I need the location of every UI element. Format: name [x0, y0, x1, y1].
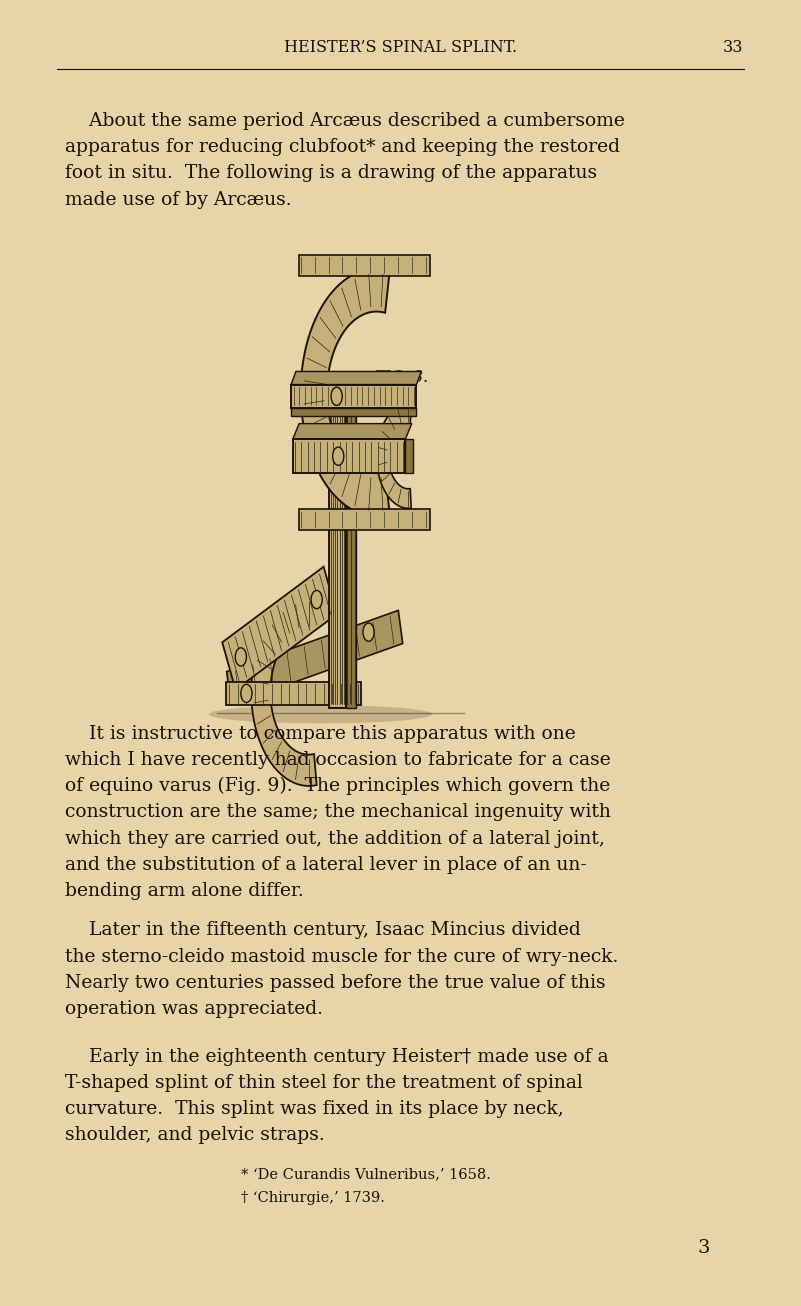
Circle shape [311, 590, 322, 609]
Polygon shape [222, 567, 337, 690]
Bar [328, 394, 346, 708]
Polygon shape [291, 371, 421, 384]
Bar [346, 394, 356, 708]
Circle shape [331, 387, 342, 405]
Text: HEISTER’S SPINAL SPLINT.: HEISTER’S SPINAL SPLINT. [284, 39, 517, 56]
Polygon shape [292, 423, 412, 439]
Text: FIG. 8.: FIG. 8. [373, 368, 428, 385]
Text: Later in the fifteenth century, Isaac Mincius divided
the sterno-cleido mastoid : Later in the fifteenth century, Isaac Mi… [65, 922, 618, 1017]
Polygon shape [252, 598, 316, 786]
Text: * ‘De Curandis Vulneribus,’ 1658.: * ‘De Curandis Vulneribus,’ 1658. [241, 1168, 491, 1182]
Polygon shape [376, 404, 411, 508]
Text: † ‘Chirurgie,’ 1739.: † ‘Chirurgie,’ 1739. [241, 1191, 384, 1205]
Polygon shape [227, 610, 403, 705]
Circle shape [332, 447, 344, 465]
Bar [299, 509, 430, 530]
Text: Early in the eighteenth century Heister† made use of a
T-shaped splint of thin s: Early in the eighteenth century Heister†… [65, 1047, 609, 1144]
Circle shape [363, 623, 374, 641]
Text: It is instructive to compare this apparatus with one
which I have recently had o: It is instructive to compare this appara… [65, 725, 611, 900]
Bar [227, 682, 360, 705]
Text: 33: 33 [723, 39, 744, 56]
Bar [299, 255, 430, 276]
Ellipse shape [209, 705, 433, 724]
Circle shape [235, 648, 247, 666]
Bar [291, 407, 417, 415]
Bar [292, 439, 405, 473]
Bar [405, 439, 413, 473]
Text: About the same period Arcæus described a cumbersome
apparatus for reducing clubf: About the same period Arcæus described a… [65, 112, 625, 209]
Bar [291, 384, 417, 407]
Text: 3: 3 [698, 1239, 710, 1258]
Polygon shape [300, 269, 390, 516]
Circle shape [241, 684, 252, 703]
